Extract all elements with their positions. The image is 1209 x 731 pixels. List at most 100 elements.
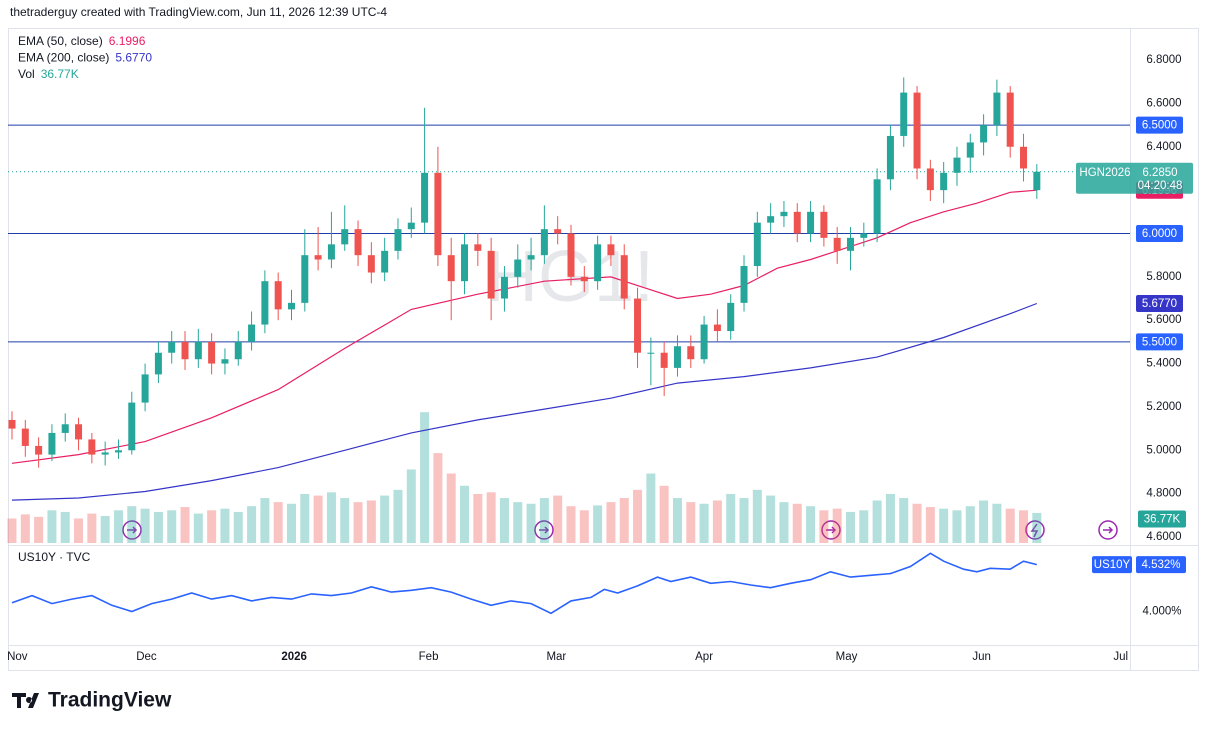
volume-bar [859,510,869,543]
volume-bar [513,502,523,543]
volume-bar [979,500,989,543]
y-tick-label: 6.8000 [1146,54,1181,66]
volume-bar [499,498,509,543]
volume-bar [726,493,736,543]
ema-line [11,189,1037,464]
volume-bar [699,503,709,543]
candle-body [101,452,109,455]
candle-body [567,233,575,277]
volume-bar [832,508,842,543]
candle-body [540,229,548,256]
candle-body [886,135,894,180]
candle-body [168,341,176,353]
y-tick-label: 6.6000 [1146,97,1181,109]
y-tick-label: 5.2000 [1146,401,1181,413]
candle-body [727,302,735,332]
attribution: thetraderguy created with TradingView.co… [10,5,387,19]
x-tick-label: Jul [1113,651,1128,663]
legend-value: 6.1996 [109,34,146,48]
event-icon[interactable] [534,520,554,540]
volume-bar [20,514,30,543]
level-label: 6.0000 [1142,228,1177,240]
volume-bar [486,492,496,543]
last-value-label-bg [1136,556,1186,574]
volume-bar [593,505,603,543]
candle-body [833,237,841,251]
volume-bar [207,510,217,543]
volume-bar [566,506,576,543]
volume-bar [273,502,283,543]
volume-bar [1005,508,1015,543]
candle-body [687,346,695,360]
volume-bar [633,489,643,543]
candle-body [287,302,295,310]
volume-bar [180,507,190,543]
candle-body [860,233,868,238]
candle-body [1020,146,1028,169]
volume-bar [260,498,270,543]
candle-body [208,341,216,364]
volume-bar [752,489,762,543]
volume-bar [992,503,1002,543]
candle-body [580,276,588,282]
level-label-bg [1136,116,1183,134]
ema-line [11,302,1038,501]
event-icon[interactable] [1025,520,1045,540]
candle-body [1033,171,1041,191]
volume-bar [885,493,895,543]
volume-bar [313,495,323,543]
volume-bar [87,513,97,543]
candle-body [421,172,429,223]
volume-bar [34,516,44,543]
level-label: 6.5000 [1142,120,1177,132]
y-tick-label: 4.6000 [1146,531,1181,543]
candle-body [913,92,921,169]
level-label-bg [1136,333,1183,351]
volume-bar [779,502,789,543]
candle-body [394,229,402,251]
volume-bar [819,510,829,543]
x-tick-label: May [836,651,858,663]
volume-bar [619,498,629,543]
volume-bar [220,508,230,543]
y-tick-label: 6.4000 [1146,141,1181,153]
y-tick-label: 4.000% [1142,606,1181,618]
y-tick-label: 5.6000 [1146,314,1181,326]
volume-last-label-bg [1138,510,1186,528]
x-tick-label: Mar [546,651,566,663]
volume-bar [153,511,163,543]
volume-bar [140,508,150,543]
candle-body [993,92,1001,126]
volume-bar [539,498,549,543]
volume-bar [7,518,17,543]
candle-body [780,211,788,217]
last-value-label: 4.532% [1141,559,1180,571]
candle-body [128,402,136,451]
event-icon[interactable] [122,520,142,540]
event-icon[interactable] [1098,520,1118,540]
candle-body [980,125,988,143]
last-name-bg [1092,556,1132,574]
legend-value: 5.6770 [115,51,152,65]
candle-body [301,255,309,303]
event-bolt [1030,523,1039,538]
candle-body [900,92,908,136]
candle-body [234,341,242,360]
yield-line [11,552,1037,615]
legend-name: EMA (50, close) [18,34,103,48]
volume-bar [393,489,403,543]
volume-bar [100,516,110,543]
volume-bar [326,492,336,543]
candle-body [594,244,602,282]
volume-bar [167,510,177,543]
candle-body [753,222,761,267]
volume-bar [712,500,722,543]
candle-body [367,255,375,273]
candle-body [141,374,149,403]
volume-bar [646,473,656,543]
candle-body [61,424,69,433]
candle-body [248,324,256,342]
event-icon[interactable] [821,520,841,540]
x-tick-label: Jun [972,651,991,663]
